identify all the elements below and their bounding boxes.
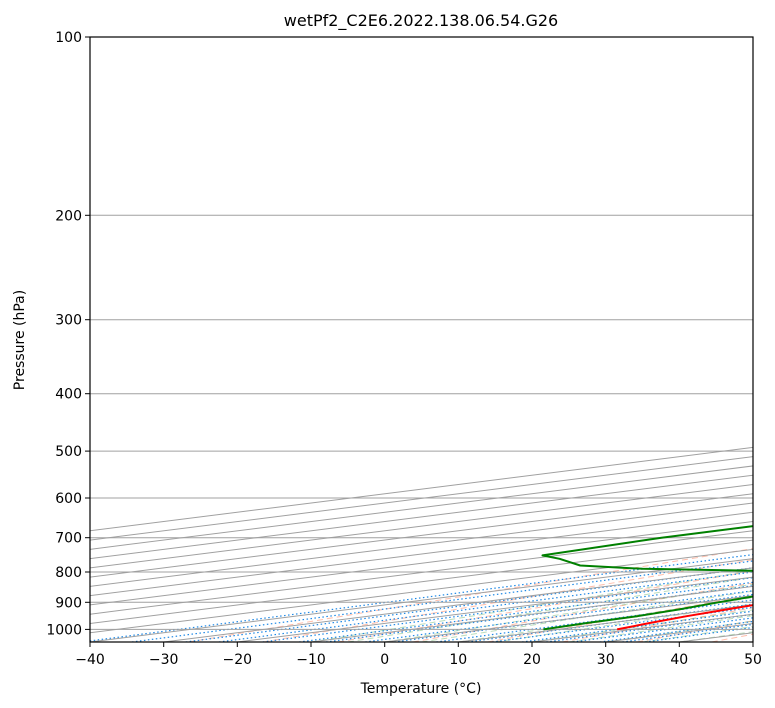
mixing-ratio-line <box>218 571 753 642</box>
moist-adiabat-line <box>605 620 753 642</box>
grid <box>90 37 753 642</box>
x-axis-title: Temperature (°C) <box>360 681 482 697</box>
y-tick-label: 600 <box>55 491 82 507</box>
x-axis-ticks: −40 −30 −20 −10 0 10 20 30 40 50 <box>75 642 762 668</box>
y-axis-title: Pressure (hPa) <box>12 290 28 390</box>
dry-adiabat-line <box>338 570 753 642</box>
x-tick-label: −20 <box>223 652 253 668</box>
y-tick-label: 200 <box>55 208 82 224</box>
isotherm-line <box>90 456 753 541</box>
y-tick-label: 1000 <box>46 622 82 638</box>
mixing-ratio-line <box>262 576 753 642</box>
moist-adiabat-line <box>495 603 753 642</box>
isotherm-line <box>90 521 753 606</box>
chart-title: wetPf2_C2E6.2022.138.06.54.G26 <box>284 11 558 31</box>
moist-adiabat-line <box>458 597 753 642</box>
dry-adiabat-line <box>711 633 753 642</box>
isotherm-line <box>458 604 753 642</box>
isotherm-line <box>90 530 753 615</box>
y-tick-label: 100 <box>55 30 82 46</box>
y-tick-label: 300 <box>55 313 82 329</box>
x-tick-label: 40 <box>670 652 688 668</box>
isotherm-line <box>90 511 753 597</box>
x-tick-label: 0 <box>380 652 389 668</box>
mixing-ratio-line <box>522 610 753 642</box>
moist-adiabat-line <box>384 583 753 642</box>
x-tick-label: 30 <box>597 652 615 668</box>
y-tick-label: 900 <box>55 595 82 611</box>
isotherm-line <box>90 483 753 569</box>
x-tick-label: −10 <box>296 652 326 668</box>
x-tick-label: −40 <box>75 652 105 668</box>
dry-adiabat-line <box>188 548 753 642</box>
isotherm-line <box>90 558 753 642</box>
isotherm-line <box>605 622 753 642</box>
dry-adiabat-line <box>636 620 753 642</box>
isotherm-line <box>90 493 753 578</box>
moist-adiabat-line <box>568 615 753 642</box>
dry-adiabat-line <box>487 594 753 642</box>
isotherm-line <box>752 641 753 642</box>
x-tick-label: 20 <box>523 652 541 668</box>
dry-adiabat-line <box>412 582 753 642</box>
isotherm-line <box>90 474 753 560</box>
data-lines <box>541 525 753 631</box>
isotherm-line <box>163 567 753 642</box>
plot-frame <box>89 36 754 643</box>
mixing-ratio-line <box>185 567 753 642</box>
y-tick-label: 500 <box>55 444 82 460</box>
moist-adiabat-line <box>421 590 753 642</box>
isotherm-line <box>679 632 753 642</box>
x-tick-label: 10 <box>449 652 467 668</box>
y-tick-label: 400 <box>55 387 82 403</box>
background-lines <box>90 548 753 642</box>
isotherm-line <box>90 446 753 532</box>
y-axis-ticks: 100 200 300 400 500 600 700 800 900 1000 <box>46 30 90 638</box>
y-tick-label: 700 <box>55 531 82 547</box>
mixing-ratio-line <box>572 617 753 642</box>
x-tick-label: −30 <box>149 652 179 668</box>
moist-adiabat-line <box>310 569 753 642</box>
isotherm-line <box>237 576 753 642</box>
isotherm-line <box>90 539 753 624</box>
moist-adiabat-line <box>679 631 753 642</box>
isotherm-line <box>90 502 753 587</box>
isotherm-line <box>310 585 753 642</box>
moist-adiabat-line <box>347 576 753 642</box>
x-tick-label: 50 <box>744 652 762 668</box>
y-tick-label: 800 <box>55 565 82 581</box>
isotherm-line <box>90 465 753 550</box>
dewpoint-line <box>541 525 753 631</box>
mixing-ratio-line <box>131 560 753 642</box>
